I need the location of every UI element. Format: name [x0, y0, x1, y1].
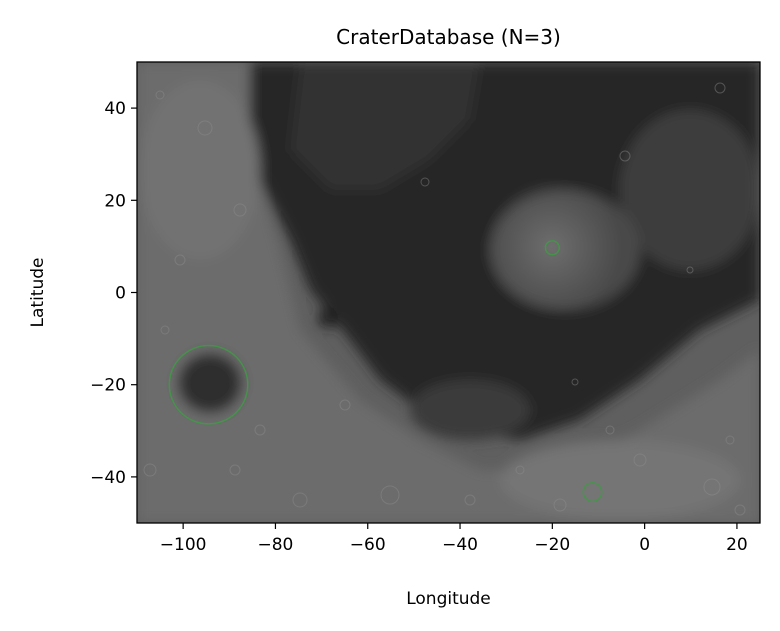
y-tick-label: −20 — [90, 376, 126, 396]
lunar-surface-background — [137, 62, 760, 523]
crater-marker — [544, 240, 561, 256]
y-axis-label: Latitude — [28, 258, 48, 328]
x-tick-label: −100 — [160, 535, 207, 555]
crater-marker — [168, 344, 249, 425]
x-tick-label: −60 — [350, 535, 386, 555]
crater-marker — [582, 482, 603, 503]
y-tick-label: 0 — [115, 284, 126, 304]
y-axis-ticks: −40 −20 0 20 40 — [90, 99, 137, 488]
y-tick-label: −40 — [90, 468, 126, 488]
crater-markers — [168, 240, 603, 503]
y-tick-label: 20 — [104, 191, 126, 211]
x-tick-label: −20 — [534, 535, 570, 555]
x-axis-ticks: −100 −80 −60 −40 −20 0 20 — [160, 523, 748, 555]
y-tick-label: 40 — [104, 99, 126, 119]
x-tick-label: −80 — [257, 535, 293, 555]
x-axis-label: Longitude — [406, 589, 491, 609]
x-tick-label: −40 — [442, 535, 478, 555]
x-tick-label: 20 — [726, 535, 748, 555]
x-tick-label: 0 — [639, 535, 650, 555]
chart-title: CraterDatabase (N=3) — [336, 25, 561, 49]
